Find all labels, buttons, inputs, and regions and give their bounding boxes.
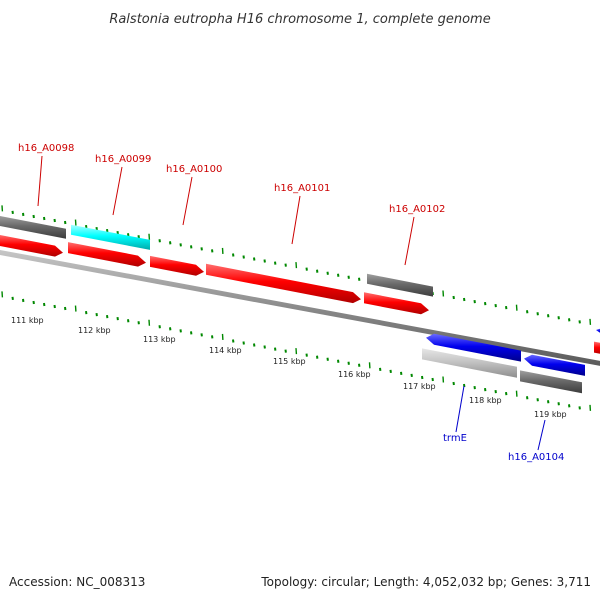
gene-forward-5 [364, 292, 429, 315]
gene-forward-6 [594, 341, 600, 354]
accession-text: Accession: NC_008313 [9, 575, 145, 589]
gene-labels: h16_A0098 h16_A0099 h16_A0100 h16_A0101 h16_… [18, 143, 564, 463]
kbp-label: 117 kbp [403, 382, 436, 391]
gene-label-leader [112, 166, 123, 216]
gene-label-leader [537, 419, 546, 451]
gene-h16-a0104-bar [520, 370, 582, 394]
gene-h16-a0102-bar [367, 273, 433, 297]
gene-label[interactable]: h16_A0104 [508, 452, 564, 463]
gene-label[interactable]: h16_A0101 [274, 183, 330, 194]
map-title: Ralstonia eutropha H16 chromosome 1, com… [109, 12, 490, 27]
kbp-label: 111 kbp [11, 316, 44, 325]
kbp-label: 115 kbp [273, 357, 306, 366]
backbone-band [0, 249, 600, 366]
gene-label-leader [37, 155, 43, 207]
gene-forward-2 [68, 242, 146, 267]
kbp-label: 114 kbp [209, 346, 242, 355]
gene-forward-4 [206, 263, 361, 304]
kbp-label: 112 kbp [78, 326, 111, 335]
kbp-label: 113 kbp [143, 335, 176, 344]
gene-label-leader [404, 216, 415, 266]
gene-label-leader [182, 176, 193, 226]
backbone-ring [0, 249, 600, 366]
gene-reverse-2 [524, 354, 585, 376]
kbp-labels: 111 kbp 112 kbp 113 kbp 114 kbp 115 kbp 116 k… [11, 316, 567, 419]
gene-forward-3 [150, 255, 204, 276]
gene-reverse-3 [596, 328, 600, 333]
gene-features [0, 215, 600, 394]
gene-forward-1 [0, 234, 63, 257]
gene-label-leader [455, 385, 465, 433]
gene-label[interactable]: trmE [443, 433, 467, 444]
gene-h16-a0098-bar [0, 215, 66, 239]
gene-h16-a0099-bar [71, 224, 150, 250]
gene-label[interactable]: h16_A0100 [166, 164, 222, 175]
gene-label[interactable]: h16_A0098 [18, 143, 74, 154]
gene-reverse-1 [426, 333, 521, 362]
gene-label[interactable]: h16_A0099 [95, 154, 151, 165]
gene-label-leader [291, 195, 301, 245]
kbp-label: 116 kbp [338, 370, 371, 379]
kbp-label: 118 kbp [469, 396, 502, 405]
kbp-label: 119 kbp [534, 410, 567, 419]
topology-summary: Topology: circular; Length: 4,052,032 bp… [260, 575, 591, 589]
gene-trme-bar [422, 348, 517, 378]
gene-label[interactable]: h16_A0102 [389, 204, 445, 215]
